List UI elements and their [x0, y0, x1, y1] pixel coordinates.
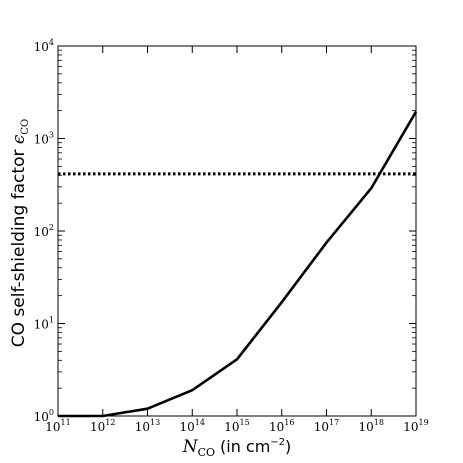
y-axis-text: CO self-shielding factor — [9, 144, 29, 347]
y-tick-base: 10 — [34, 225, 49, 239]
x-tick-base: 10 — [180, 420, 195, 434]
plot-frame — [57, 45, 417, 417]
x-tick-exponent: 12 — [105, 418, 115, 427]
y-tick-exponent: 3 — [49, 131, 54, 140]
x-tick-label: 1016 — [269, 418, 294, 434]
x-tick-base: 10 — [269, 420, 284, 434]
x-tick-exponent: 15 — [240, 418, 250, 427]
x-tick-exponent: 11 — [61, 418, 71, 427]
x-tick-exponent: 14 — [195, 418, 205, 427]
y-tick-base: 10 — [34, 410, 49, 424]
x-axis-unit: (in cm — [220, 437, 270, 456]
series-layer — [58, 111, 418, 418]
minor-ticks — [58, 49, 416, 389]
y-tick-label: 103 — [34, 131, 54, 147]
y-tick-exponent: 2 — [49, 223, 54, 232]
x-tick-base: 10 — [45, 420, 60, 434]
x-tick-label: 1014 — [180, 418, 205, 434]
x-axis-unit-exp: −2 — [270, 437, 285, 448]
x-tick-exponent: 19 — [419, 418, 429, 427]
x-tick-base: 10 — [224, 420, 239, 434]
y-axis-symbol-sub: CO — [20, 119, 31, 135]
x-axis-unit-close: ) — [285, 437, 291, 456]
tick-labels: 1011 1012 1013 1014 1015 1016 1017 1018 10191001… — [34, 38, 429, 434]
y-tick-label: 100 — [34, 408, 54, 424]
y-axis-label: CO self-shielding factor ϵCO — [9, 119, 31, 348]
y-tick-exponent: 0 — [49, 408, 54, 417]
x-tick-label: 1017 — [314, 418, 339, 434]
x-tick-label: 1011 — [45, 418, 70, 434]
x-tick-base: 10 — [403, 420, 418, 434]
x-axis-symbol-sub: CO — [198, 446, 215, 459]
y-tick-base: 10 — [34, 133, 49, 147]
x-tick-label: 1015 — [224, 418, 249, 434]
y-tick-label: 101 — [34, 316, 54, 332]
x-tick-label: 1019 — [403, 418, 428, 434]
x-tick-base: 10 — [135, 420, 150, 434]
x-axis-symbol: N — [182, 437, 199, 457]
x-tick-base: 10 — [90, 420, 105, 434]
y-tick-label: 104 — [34, 38, 54, 54]
y-tick-base: 10 — [34, 40, 49, 54]
x-tick-base: 10 — [359, 420, 374, 434]
x-tick-label: 1012 — [90, 418, 115, 434]
x-tick-label: 1013 — [135, 418, 160, 434]
y-tick-base: 10 — [34, 318, 49, 332]
y-tick-exponent: 4 — [49, 38, 54, 47]
x-axis-label: NCO (in cm−2) — [182, 437, 292, 459]
y-tick-exponent: 1 — [49, 316, 54, 325]
y-tick-label: 102 — [34, 223, 54, 239]
x-tick-exponent: 16 — [284, 418, 294, 427]
self-shielding-curve — [58, 111, 418, 418]
x-tick-exponent: 18 — [374, 418, 384, 427]
x-tick-exponent: 13 — [150, 418, 160, 427]
y-axis-symbol: ϵ — [9, 134, 29, 144]
x-tick-label: 1018 — [359, 418, 384, 434]
x-tick-exponent: 17 — [329, 418, 339, 427]
x-tick-base: 10 — [314, 420, 329, 434]
